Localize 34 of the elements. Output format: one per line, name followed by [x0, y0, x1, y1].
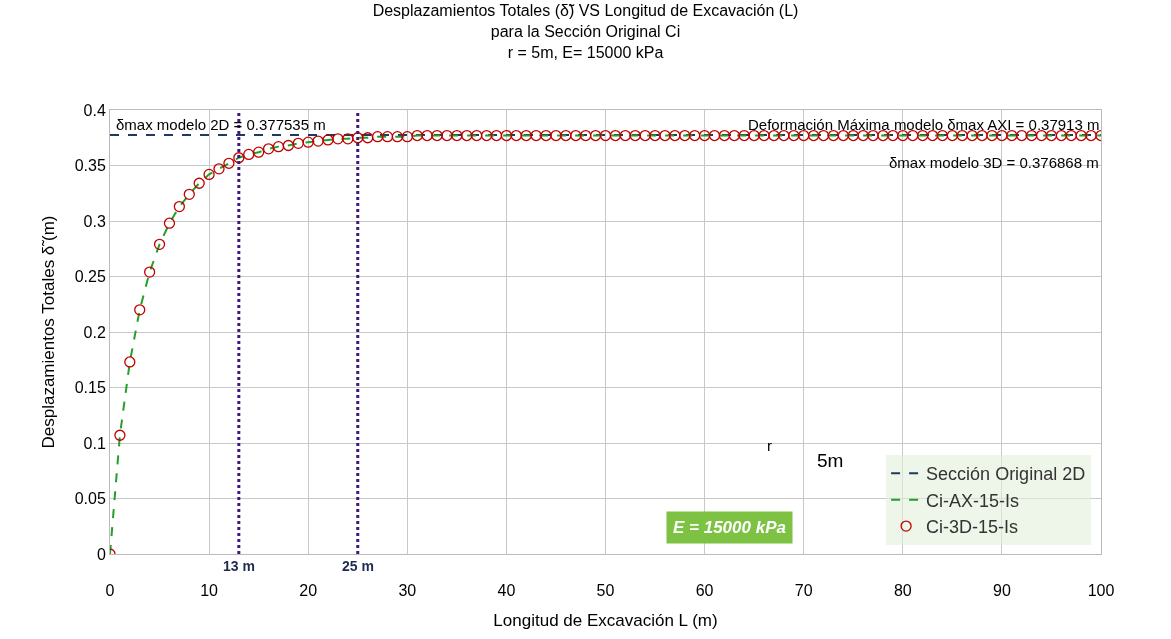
- y-tick-label: 0.05: [74, 490, 106, 508]
- chart-title: Desplazamientos Totales (δ̃) VS Longitud de Excavación (L): [372, 1, 799, 19]
- annotation: Deformación Máxima modelo δmax AXI = 0.37913 m: [748, 116, 1100, 133]
- chart-subtitle: para la Sección Original Ci r = 5m, E= 15000 kPa: [490, 22, 681, 61]
- annotation: E = 15000 kPa: [673, 518, 786, 537]
- x-tick-label: 10: [200, 582, 219, 600]
- annotation: 5m: [817, 450, 844, 471]
- x-tick-label: 40: [497, 582, 516, 600]
- x-tick-label: 70: [794, 582, 813, 600]
- annotation: δmax modelo 2D = 0.377535 m: [116, 116, 326, 133]
- ref-line-label: 13 m: [223, 558, 255, 574]
- y-tick-label: 0.3: [83, 212, 106, 230]
- ref-line-label: 25 m: [342, 558, 374, 574]
- legend-label: Ci-AX-15-Is: [926, 490, 1020, 511]
- y-tick-label: 0.4: [83, 101, 106, 119]
- y-tick-label: 0.1: [83, 434, 106, 452]
- y-axis-title: Desplazamientos Totales δ̃ (m): [39, 215, 59, 449]
- x-tick-label: 50: [596, 582, 615, 600]
- x-tick-label: 90: [993, 582, 1011, 600]
- x-tick-label: 100: [1087, 582, 1115, 600]
- x-tick-label: 30: [398, 582, 417, 600]
- x-tick-label: 80: [893, 582, 912, 600]
- y-tick-label: 0.35: [74, 157, 106, 175]
- y-tick-label: 0: [96, 545, 106, 563]
- x-tick-label: 20: [299, 582, 318, 600]
- annotation: δmax modelo 3D = 0.376868 m: [889, 154, 1099, 171]
- legend-label: Sección Original 2D: [926, 464, 1086, 485]
- y-tick-label: 0.2: [83, 323, 106, 341]
- y-tick-label: 0.15: [74, 379, 106, 397]
- x-tick-label: 60: [695, 582, 714, 600]
- annotation: r: [767, 437, 772, 454]
- y-tick-label: 0.25: [74, 268, 106, 286]
- legend-label: Ci-3D-15-Is: [926, 517, 1019, 538]
- x-axis-title: Longitud de Excavación L (m): [493, 610, 718, 630]
